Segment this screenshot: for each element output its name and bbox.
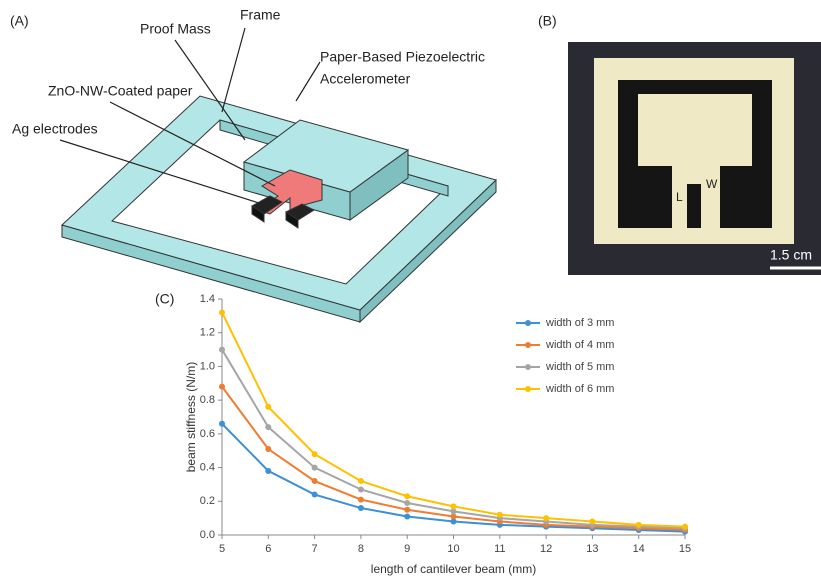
y-tick-label: 1.0	[200, 360, 215, 372]
y-axis-label: beam stiffness (N/m)	[184, 362, 198, 472]
legend-marker	[525, 320, 531, 326]
x-tick-label: 10	[447, 543, 459, 555]
x-tick-label: 7	[312, 543, 318, 555]
x-tick-label: 8	[358, 543, 364, 555]
y-tick-label: 0.4	[200, 461, 215, 473]
panel-label: (C)	[155, 291, 174, 307]
y-tick-label: 0.8	[200, 394, 215, 406]
data-point	[404, 507, 410, 513]
data-point	[219, 384, 225, 390]
y-tick-label: 0.2	[200, 495, 215, 507]
data-point	[358, 497, 364, 503]
data-point	[451, 503, 457, 509]
data-point	[312, 451, 318, 457]
x-tick-label: 11	[494, 543, 505, 555]
data-point	[497, 512, 503, 518]
data-point	[543, 515, 549, 521]
legend-marker	[525, 386, 531, 392]
label: Ag electrodes	[12, 121, 98, 137]
label: ZnO-NW-Coated paper	[48, 83, 193, 99]
data-point	[312, 465, 318, 471]
data-point	[358, 486, 364, 492]
data-point	[358, 505, 364, 511]
data-point	[265, 404, 271, 410]
data-point	[404, 500, 410, 506]
panel-label: (A)	[10, 13, 29, 29]
x-tick-label: 13	[586, 543, 598, 555]
series-line	[222, 350, 685, 529]
label: Paper-Based Piezoelectric	[320, 49, 485, 65]
label: L	[676, 190, 683, 204]
data-point	[219, 347, 225, 353]
x-axis-label: length of cantilever beam (mm)	[371, 562, 536, 576]
data-point	[404, 493, 410, 499]
data-point	[265, 446, 271, 452]
label: Accelerometer	[320, 71, 411, 87]
data-point	[219, 421, 225, 427]
x-tick-label: 9	[404, 543, 410, 555]
legend-label: width of 6 mm	[545, 383, 614, 395]
data-point	[312, 478, 318, 484]
legend-marker	[525, 342, 531, 348]
y-tick-label: 1.2	[200, 327, 215, 339]
data-point	[636, 522, 642, 528]
panel-label: (B)	[538, 13, 557, 29]
data-point	[589, 519, 595, 525]
figure: (A) Proof Mass Frame Paper-Based Piezoel…	[0, 0, 821, 578]
chart: 0.0 0.2 0.4 0.6 0.8 1.0 1.2 1.4 5 6 7 8 9 10 11 12 13 14 1…	[184, 293, 691, 576]
legend-label: width of 5 mm	[545, 361, 614, 373]
x-tick-label: 14	[633, 543, 645, 555]
series-line	[222, 312, 685, 526]
legend-label: width of 3 mm	[545, 317, 614, 329]
x-tick-label: 12	[540, 543, 552, 555]
data-point	[358, 478, 364, 484]
data-point	[404, 513, 410, 519]
x-tick-label: 15	[679, 543, 691, 555]
y-tick-label: 1.4	[200, 293, 215, 305]
x-tick-label: 6	[265, 543, 271, 555]
y-tick-label: 0.6	[200, 428, 215, 440]
legend-label: width of 4 mm	[545, 339, 614, 351]
scale-label: 1.5 cm	[770, 247, 812, 263]
data-point	[265, 424, 271, 430]
data-point	[219, 309, 225, 315]
data-point	[265, 468, 271, 474]
label: Proof Mass	[140, 21, 211, 37]
y-tick-label: 0.0	[200, 529, 215, 541]
legend-marker	[525, 364, 531, 370]
accelerometer-diagram	[62, 96, 496, 322]
label: W	[706, 177, 718, 191]
label: Frame	[240, 7, 281, 23]
device-photo	[568, 42, 821, 275]
data-point	[312, 492, 318, 498]
data-point	[682, 524, 688, 530]
x-tick-label: 5	[219, 543, 225, 555]
